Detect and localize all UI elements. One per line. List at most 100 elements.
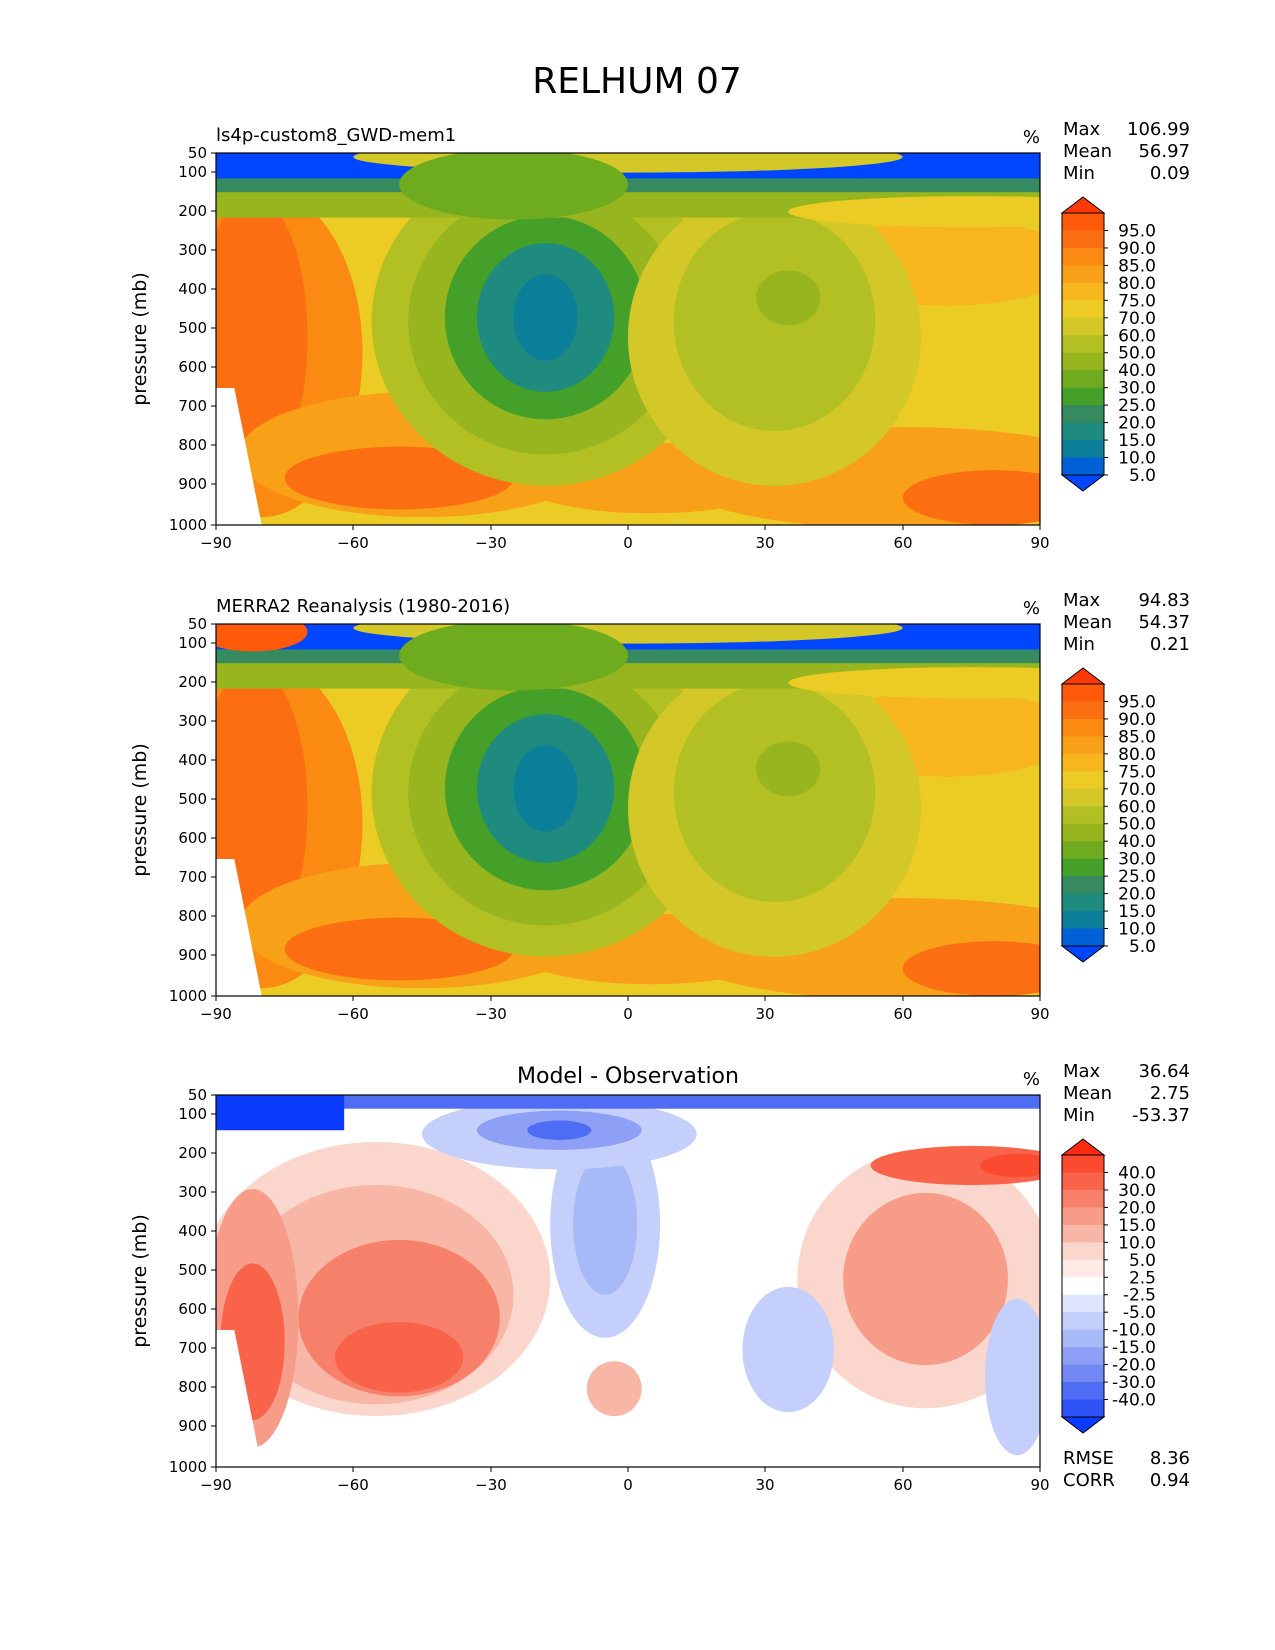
colorbar-tick-label: -10.0	[1112, 1321, 1156, 1341]
y-tick-label: 200	[178, 202, 207, 220]
colorbar-tick-label: 25.0	[1118, 396, 1156, 416]
figure-title: RELHUM 07	[532, 61, 742, 102]
colorbar-segment	[1062, 788, 1104, 807]
colorbar-segment	[1062, 736, 1104, 755]
contour-region	[985, 1298, 1040, 1456]
colorbar-segment	[1062, 771, 1104, 790]
colorbar-tick-label: 30.0	[1118, 379, 1156, 399]
x-tick-label: 60	[893, 1005, 912, 1023]
contour-region	[756, 270, 821, 326]
x-tick-label: 90	[1030, 1476, 1049, 1494]
colorbar-tick-label: 2.5	[1129, 1268, 1156, 1288]
colorbar-tick-label: -15.0	[1112, 1338, 1156, 1358]
colorbar-tick-label: 20.0	[1118, 885, 1156, 905]
colorbar-tick-label: 80.0	[1118, 274, 1156, 294]
colorbar-segment	[1062, 1189, 1104, 1208]
x-tick-label: −30	[475, 534, 507, 552]
colorbar-segment	[1062, 1172, 1104, 1191]
colorbar-frame	[1061, 1154, 1105, 1418]
x-tick-label: −90	[200, 534, 232, 552]
colorbar-tick-label: 50.0	[1118, 344, 1156, 364]
colorbar-segment	[1062, 1259, 1104, 1278]
y-tick-label: 200	[178, 1144, 207, 1162]
colorbar-tick-label: 90.0	[1118, 239, 1156, 259]
stat-value: 0.94	[1150, 1470, 1190, 1491]
colorbar-tick-label: 95.0	[1118, 221, 1156, 241]
contour-region	[513, 274, 578, 361]
contour-region	[513, 745, 578, 832]
x-tick-label: 30	[755, 1476, 774, 1494]
y-tick-label: 800	[178, 1378, 207, 1396]
colorbar-segment	[1062, 928, 1104, 947]
x-tick-label: 0	[623, 534, 633, 552]
colorbar-segment	[1062, 230, 1104, 249]
stat-value: 2.75	[1150, 1083, 1190, 1104]
x-tick-label: 90	[1030, 1005, 1049, 1023]
colorbar-segment	[1062, 317, 1104, 336]
y-tick-label: 900	[178, 1417, 207, 1435]
colorbar-segment	[1062, 247, 1104, 266]
colorbar-segment	[1062, 701, 1104, 720]
y-tick-label: 100	[178, 163, 207, 181]
stat-label: Mean	[1063, 612, 1112, 633]
stat-value: 0.09	[1150, 163, 1190, 184]
missing-data-mask	[216, 1329, 262, 1467]
y-tick-label: 600	[178, 358, 207, 376]
colorbar-tick-label: 75.0	[1118, 762, 1156, 782]
stat-value: 0.21	[1150, 634, 1190, 655]
contour-region	[756, 741, 821, 797]
panel-title: ls4p-custom8_GWD-mem1	[216, 125, 456, 146]
x-tick-label: 30	[755, 534, 774, 552]
colorbar-segment	[1062, 753, 1104, 772]
y-tick-label: 1000	[169, 516, 207, 534]
x-tick-label: −60	[337, 1476, 369, 1494]
colorbar-tick-label: 10.0	[1118, 1233, 1156, 1253]
colorbar-tick-label: 70.0	[1118, 309, 1156, 329]
y-tick-label: 50	[188, 615, 207, 633]
y-tick-label: 500	[178, 790, 207, 808]
colorbar-segment	[1062, 370, 1104, 389]
colorbar-segment	[1062, 1329, 1104, 1348]
upper-band	[216, 1095, 345, 1131]
panel-title: MERRA2 Reanalysis (1980-2016)	[216, 596, 510, 617]
contour-field	[216, 1095, 1040, 1467]
colorbar-tick-label: 30.0	[1118, 850, 1156, 870]
x-tick-label: −90	[200, 1005, 232, 1023]
y-tick-label: 600	[178, 1300, 207, 1318]
colorbar-tick-label: -5.0	[1123, 1303, 1156, 1323]
colorbar-segment	[1062, 858, 1104, 877]
y-tick-label: 500	[178, 1261, 207, 1279]
colorbar-segment	[1062, 911, 1104, 930]
colorbar-tick-label: 40.0	[1118, 832, 1156, 852]
colorbar-segment	[1062, 387, 1104, 406]
colorbar-segment	[1062, 718, 1104, 737]
x-tick-label: 60	[893, 534, 912, 552]
y-tick-label: 1000	[169, 987, 207, 1005]
y-tick-label: 300	[178, 241, 207, 259]
x-tick-label: −30	[475, 1005, 507, 1023]
colorbar-tick-label: -30.0	[1112, 1373, 1156, 1393]
stat-label: Mean	[1063, 141, 1112, 162]
contour-region	[788, 196, 1040, 228]
colorbar-frame	[1061, 212, 1105, 476]
colorbar-tick-label: 75.0	[1118, 291, 1156, 311]
stat-label: Min	[1063, 163, 1095, 184]
colorbar-tick-label: 40.0	[1118, 1163, 1156, 1183]
stat-label: Max	[1063, 1061, 1101, 1082]
x-tick-label: −60	[337, 1005, 369, 1023]
stat-value: 54.37	[1138, 612, 1190, 633]
missing-data-mask	[216, 387, 262, 525]
colorbar-segment	[1062, 823, 1104, 842]
stat-value: 8.36	[1150, 1448, 1190, 1469]
y-tick-label: 400	[178, 280, 207, 298]
colorbar-tick-label: 95.0	[1118, 692, 1156, 712]
y-axis-label: pressure (mb)	[129, 1214, 151, 1348]
contour-region	[902, 941, 1040, 996]
colorbar-segment	[1062, 1382, 1104, 1401]
colorbar-tick-label: 40.0	[1118, 361, 1156, 381]
colorbar-tick-label: 5.0	[1129, 466, 1156, 486]
stat-value: -53.37	[1132, 1105, 1190, 1126]
y-tick-label: 900	[178, 946, 207, 964]
